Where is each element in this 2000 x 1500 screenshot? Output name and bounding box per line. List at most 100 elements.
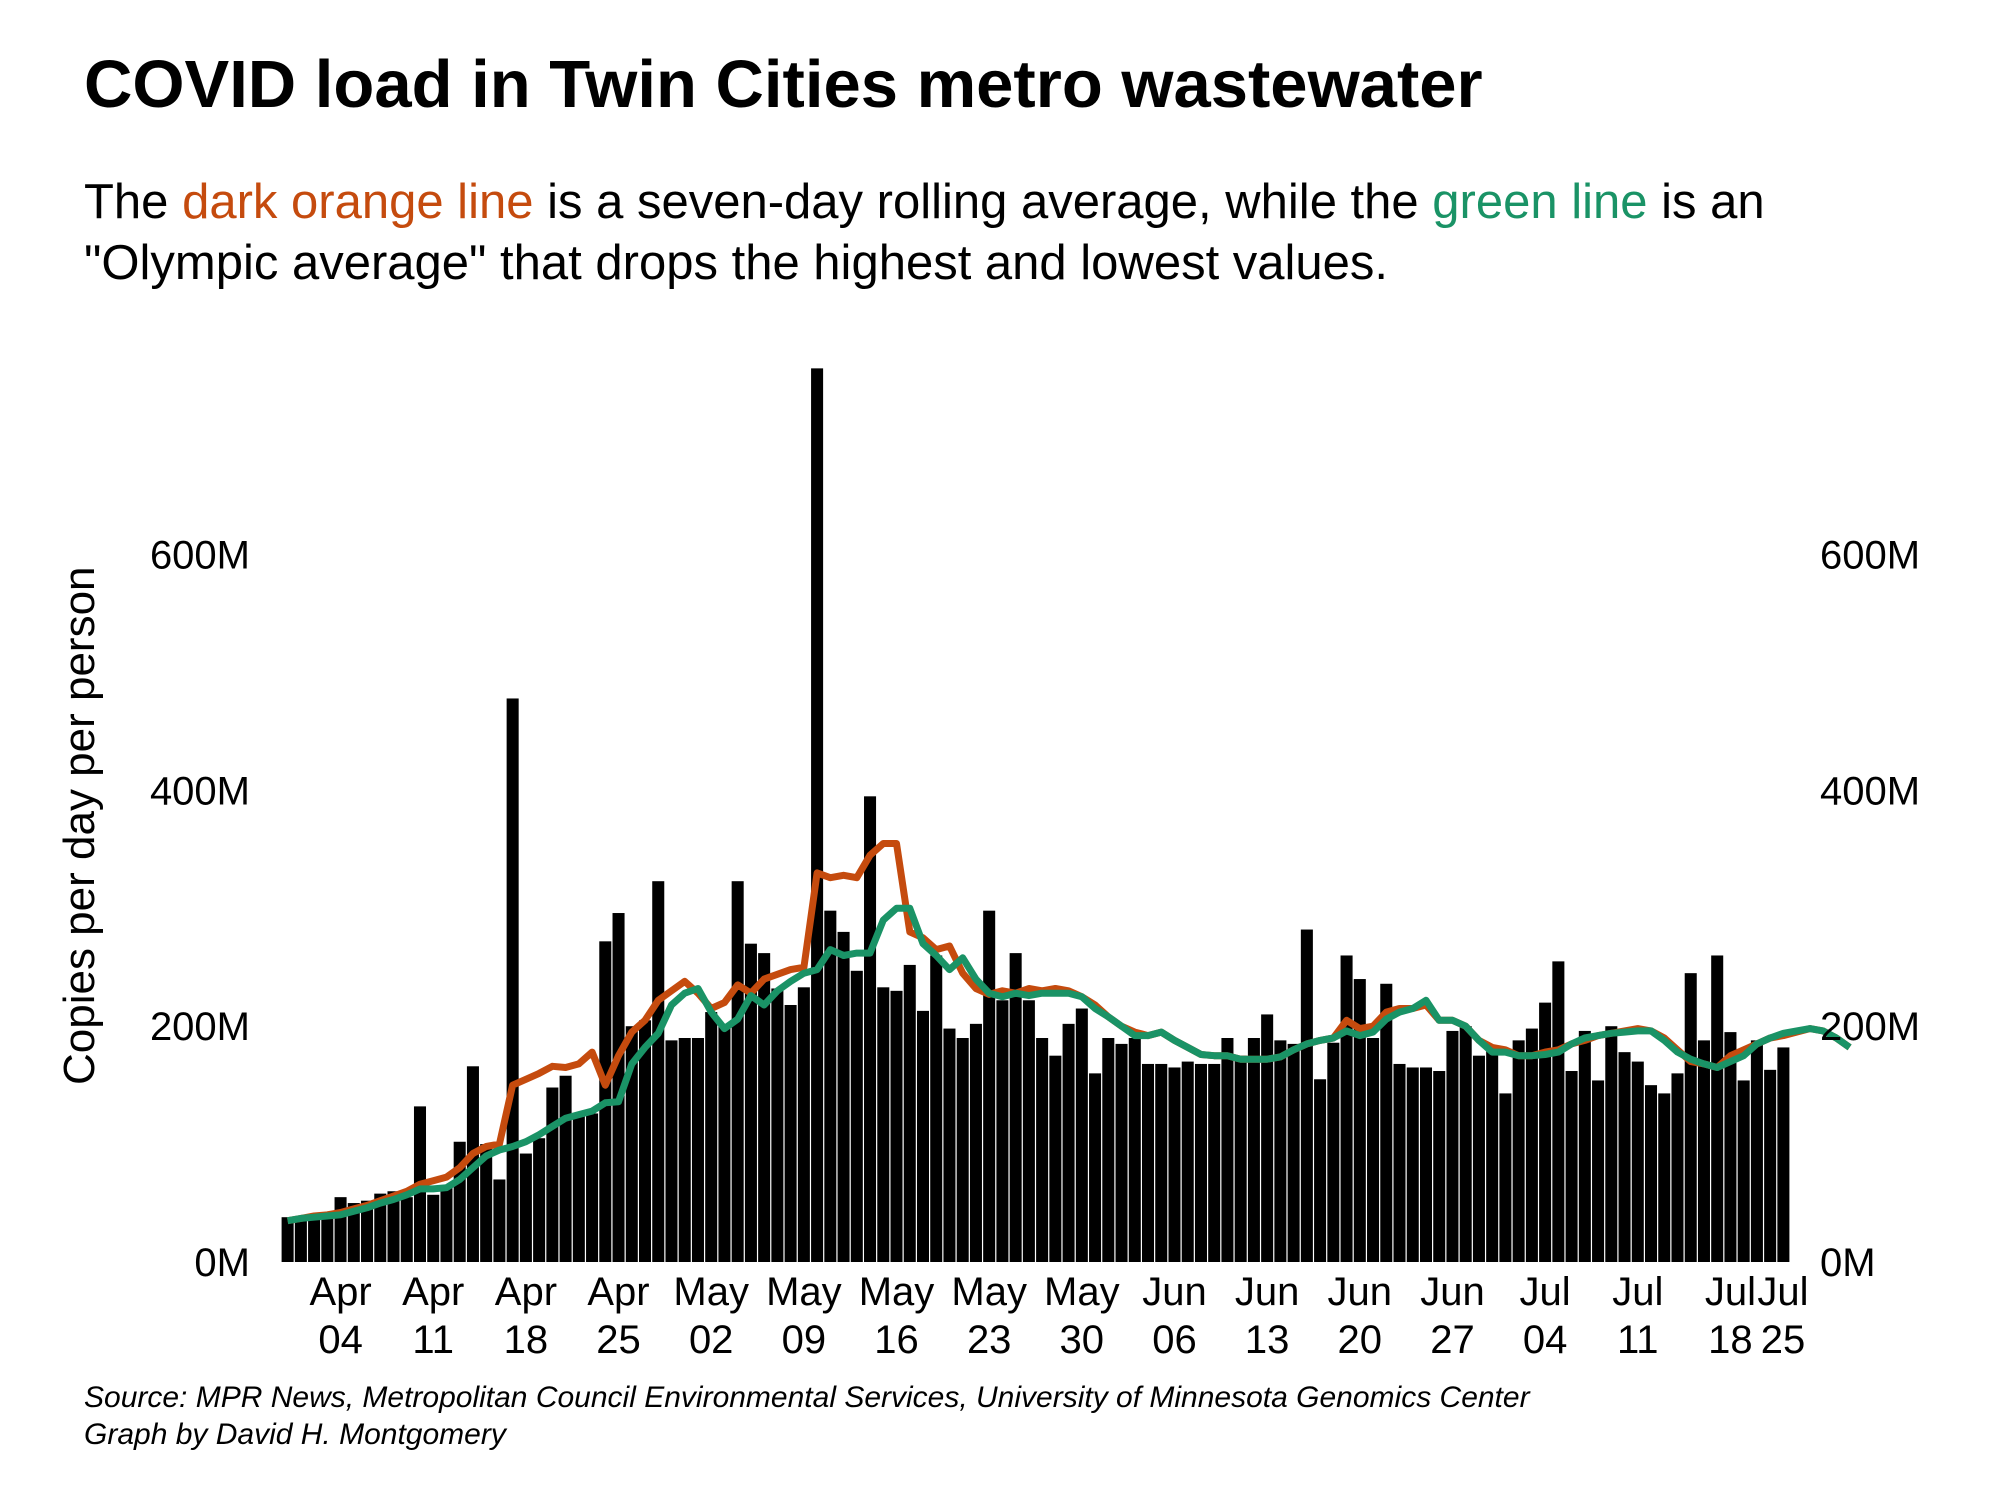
bar <box>758 953 771 1262</box>
bar <box>400 1197 413 1262</box>
source-note: Source: MPR News, Metropolitan Council E… <box>84 1379 1530 1453</box>
x-tick-label: Jul <box>1520 1270 1571 1314</box>
bar <box>1367 1038 1380 1262</box>
x-tick-label: 13 <box>1245 1318 1290 1362</box>
bar <box>903 964 916 1262</box>
bar <box>625 1026 638 1262</box>
x-tick-label: 16 <box>874 1318 919 1362</box>
bar <box>480 1144 493 1262</box>
subtitle-part-2: is a seven-day rolling average, while th… <box>533 175 1433 229</box>
x-tick-label: Apr <box>402 1270 464 1314</box>
x-tick-label: 09 <box>782 1318 827 1362</box>
y-tick-label: 400M <box>1820 769 1920 813</box>
bar <box>996 1000 1009 1262</box>
bar <box>797 987 810 1262</box>
bar <box>1115 1043 1128 1262</box>
subtitle-part-1: The <box>84 175 183 229</box>
bar <box>334 1197 347 1262</box>
bar <box>1459 1026 1472 1262</box>
bar <box>718 1026 731 1262</box>
bar <box>877 987 890 1262</box>
bar <box>1631 1061 1644 1262</box>
y-axis-right: 0M 200M 400M 600M <box>1820 534 1920 1285</box>
bar <box>347 1203 360 1262</box>
bar <box>1261 1014 1274 1262</box>
bar <box>1777 1047 1790 1262</box>
bar <box>811 368 824 1262</box>
bar <box>638 1020 652 1262</box>
x-tick-label: May <box>859 1270 935 1314</box>
bar <box>1247 1038 1260 1262</box>
bar <box>1049 1055 1062 1262</box>
bar <box>1181 1061 1194 1262</box>
bar <box>1472 1055 1485 1262</box>
bar <box>652 881 665 1262</box>
bar <box>1155 1063 1168 1262</box>
bar <box>705 1012 718 1262</box>
bar <box>1089 1073 1102 1262</box>
x-tick-label: 18 <box>1708 1318 1753 1362</box>
bar <box>321 1214 334 1262</box>
x-tick-label: Jul <box>1705 1270 1756 1314</box>
chart-title: COVID load in Twin Cities metro wastewat… <box>84 47 1483 122</box>
bar <box>1208 1063 1221 1262</box>
bar <box>1340 955 1353 1262</box>
bar <box>559 1075 572 1262</box>
x-tick-label: 27 <box>1430 1318 1475 1362</box>
x-tick-label: 18 <box>504 1318 549 1362</box>
bar <box>824 910 837 1262</box>
bar <box>1102 1038 1115 1262</box>
x-tick-label: May <box>673 1270 749 1314</box>
bar <box>281 1217 294 1262</box>
bar <box>1565 1071 1578 1262</box>
x-tick-label: 11 <box>1617 1318 1659 1362</box>
x-tick-label: May <box>951 1270 1027 1314</box>
bar <box>1525 1028 1538 1262</box>
bar <box>731 881 744 1262</box>
y-tick-label: 0M <box>1820 1241 1876 1285</box>
bar <box>850 970 863 1262</box>
x-tick-label: 25 <box>596 1318 641 1362</box>
bar <box>1684 973 1697 1262</box>
bar <box>1578 1030 1591 1262</box>
bar <box>943 1028 956 1262</box>
chart-subtitle: The dark orange line is a seven-day roll… <box>84 172 1964 294</box>
bar <box>1009 953 1022 1262</box>
x-tick-label: May <box>766 1270 842 1314</box>
bar <box>1062 1023 1075 1262</box>
subtitle-orange-line-text: dark orange line <box>182 175 534 229</box>
x-tick-label: 20 <box>1338 1318 1383 1362</box>
credit-line: Graph by David H. Montgomery <box>84 1418 506 1451</box>
bar <box>440 1185 453 1262</box>
x-tick-label: 04 <box>1523 1318 1568 1362</box>
x-axis: Apr04Apr11Apr18Apr25May02May09May16May23… <box>309 1270 1808 1362</box>
bar <box>1486 1049 1499 1262</box>
bar <box>1737 1080 1750 1262</box>
bar <box>744 943 757 1262</box>
bar <box>533 1138 546 1262</box>
bar <box>1750 1040 1763 1262</box>
bar <box>1221 1038 1234 1262</box>
bar <box>1327 1042 1340 1262</box>
bar <box>546 1087 559 1262</box>
y-axis-left: 0M 200M 400M 600M <box>150 534 250 1285</box>
x-tick-label: 04 <box>318 1318 363 1362</box>
bar <box>1499 1093 1512 1262</box>
olympic-average-line <box>287 904 1852 1225</box>
bar <box>1764 1069 1777 1262</box>
bar <box>930 955 943 1262</box>
x-tick-label: Jul <box>1757 1270 1808 1314</box>
bar <box>864 796 877 1262</box>
source-line: Source: MPR News, Metropolitan Council E… <box>84 1381 1530 1414</box>
bar <box>519 1153 532 1262</box>
y-tick-label: 200M <box>1820 1005 1920 1049</box>
bar-series <box>281 368 1790 1262</box>
bar <box>1022 1000 1035 1262</box>
bar <box>1300 929 1313 1262</box>
bar <box>1075 1008 1088 1262</box>
bar <box>1314 1079 1327 1262</box>
bar <box>506 698 519 1262</box>
bar <box>983 910 996 1262</box>
bar <box>1353 979 1366 1262</box>
